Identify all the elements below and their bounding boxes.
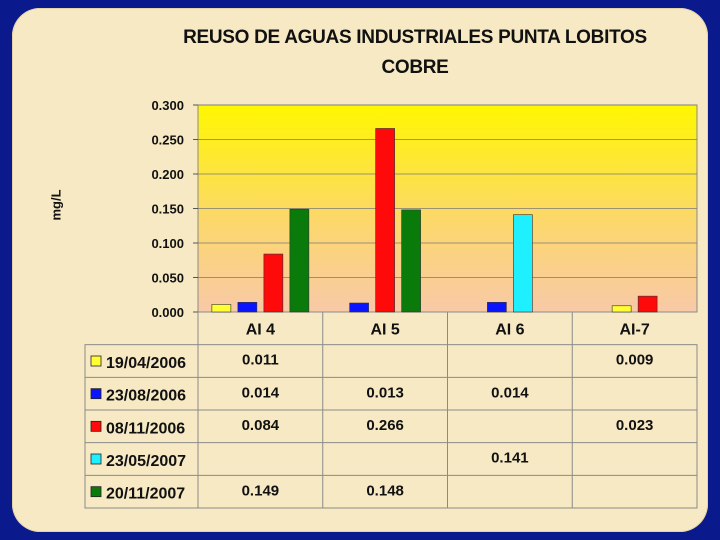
data-label: 0.084: [242, 417, 280, 434]
y-tick-label: 0.150: [151, 202, 184, 217]
x-category-label: AI-7: [620, 321, 650, 338]
y-tick-label: 0.100: [151, 236, 184, 251]
bar: [513, 214, 533, 313]
data-label: 0.148: [366, 482, 404, 499]
legend-key: [90, 355, 102, 367]
data-label: 0.014: [491, 384, 529, 401]
legend-label: 23/08/2006: [106, 388, 186, 405]
bar: [349, 302, 369, 313]
legend-key: [90, 420, 102, 432]
data-label: 0.023: [616, 417, 654, 434]
y-tick-label: 0.050: [151, 271, 184, 286]
y-tick-label: 0.250: [151, 133, 184, 148]
data-label: 0.011: [242, 352, 279, 369]
chart-subtitle: COBRE: [381, 57, 449, 78]
chart-title: REUSO DE AGUAS INDUSTRIALES PUNTA LOBITO…: [183, 27, 647, 48]
data-label: 0.266: [366, 417, 404, 434]
bar: [401, 209, 421, 313]
legend-key: [90, 388, 102, 400]
data-label: 0.014: [242, 384, 280, 401]
data-label: 0.141: [491, 450, 529, 467]
data-label: 0.013: [366, 384, 404, 401]
bar: [487, 302, 507, 313]
y-tick-label: 0.000: [151, 305, 184, 320]
bar: [611, 305, 632, 313]
y-tick-label: 0.200: [151, 167, 184, 182]
bar: [289, 208, 310, 313]
legend-label: 19/04/2006: [106, 355, 186, 372]
legend-label: 20/11/2007: [106, 486, 185, 503]
x-category-label: AI 4: [246, 321, 275, 338]
y-tick-label: 0.300: [151, 98, 184, 113]
legend-key: [90, 486, 102, 498]
bar: [375, 128, 395, 313]
data-label: 0.149: [242, 482, 280, 499]
bar: [211, 304, 232, 313]
legend-key: [90, 453, 102, 465]
data-label: 0.009: [616, 352, 654, 369]
x-category-label: AI 5: [370, 321, 399, 338]
bar: [637, 295, 658, 313]
legend-label: 23/05/2007: [106, 453, 186, 470]
bar: [263, 253, 284, 313]
x-category-label: AI 6: [495, 321, 524, 338]
legend-label: 08/11/2006: [106, 420, 185, 437]
data-table-frame: [84, 344, 698, 509]
bar: [237, 302, 258, 313]
